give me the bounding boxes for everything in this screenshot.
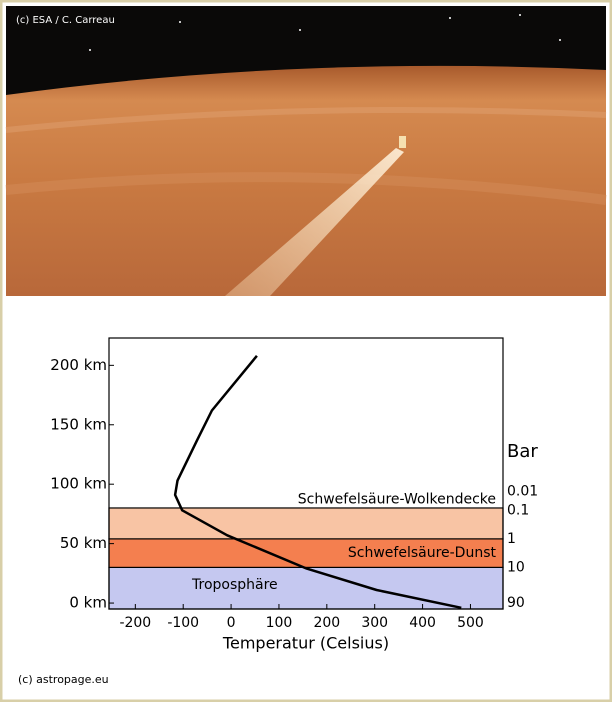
x-tick-label: 0 xyxy=(227,615,236,631)
x-tick-label: 300 xyxy=(361,615,388,631)
layer-label: Troposphäre xyxy=(191,577,278,593)
temperature-line xyxy=(173,355,462,610)
layer-band xyxy=(108,566,504,610)
y2-tick-label: 0.1 xyxy=(507,502,529,518)
plot-border xyxy=(108,337,504,610)
y2-axis-label: Bar xyxy=(507,441,538,462)
y2-tick-label: 1 xyxy=(507,531,516,547)
x-tick-label: 200 xyxy=(313,615,340,631)
x-tick-label: -200 xyxy=(119,615,151,631)
y-tick-label: 100 km xyxy=(50,475,107,493)
footer: (c) astropage.eu xyxy=(18,673,109,686)
y2-tick-label: 10 xyxy=(507,559,525,575)
y-tick-label: 150 km xyxy=(50,415,107,433)
x-axis-label: Temperatur (Celsius) xyxy=(222,634,389,653)
x-tick-label: -100 xyxy=(167,615,199,631)
y2-tick-label: 90 xyxy=(507,595,525,611)
y2-tick-label: 0.01 xyxy=(507,483,538,499)
photo-credit: (c) ESA / C. Carreau xyxy=(16,15,115,26)
photo: (c) ESA / C. Carreau xyxy=(5,6,607,296)
x-tick-label: 100 xyxy=(266,615,293,631)
layer-label: Schwefelsäure-Wolkendecke xyxy=(298,492,496,508)
y-tick-label: 200 km xyxy=(50,356,107,374)
layer-label: Schwefelsäure-Dunst xyxy=(348,545,497,561)
y-tick-label: 50 km xyxy=(60,534,107,552)
x-tick-label: 500 xyxy=(457,615,484,631)
layer-band xyxy=(108,507,504,540)
x-tick-label: 400 xyxy=(409,615,436,631)
y-tick-label: 0 km xyxy=(69,594,107,612)
